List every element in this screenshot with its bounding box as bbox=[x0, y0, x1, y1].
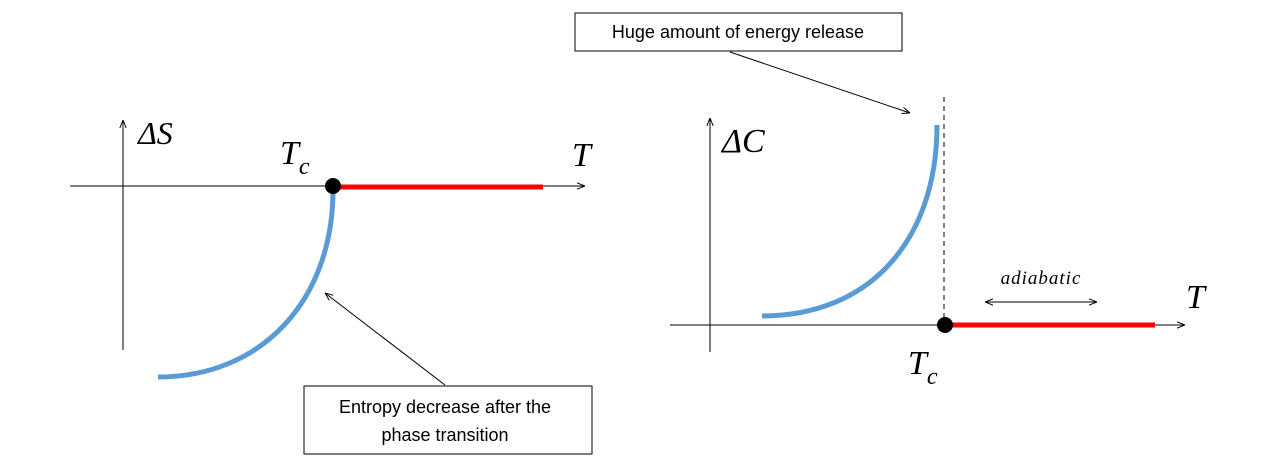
tc-main: T bbox=[280, 135, 301, 172]
callout-text: phase transition bbox=[381, 425, 508, 445]
critical-point bbox=[325, 178, 341, 194]
tc-main: T bbox=[908, 345, 929, 382]
entropy-panel: ΔS T Tc Entropy decrease after the phase… bbox=[70, 115, 593, 455]
tc-sub: c bbox=[299, 154, 310, 180]
heat-capacity-panel: ΔC T Tc adiabatic Huge amount of energy … bbox=[574, 12, 1207, 390]
callout-box bbox=[574, 12, 903, 52]
callout-box bbox=[303, 385, 593, 455]
callout-text: Huge amount of energy release bbox=[612, 22, 864, 42]
tc-label: Tc bbox=[280, 135, 310, 180]
blue-curve bbox=[157, 189, 336, 380]
callout-arrow bbox=[325, 293, 446, 386]
callout-arrow bbox=[729, 51, 910, 113]
critical-point bbox=[937, 317, 953, 333]
x-label: T bbox=[1186, 279, 1207, 316]
callout-text: Entropy decrease after the bbox=[339, 397, 551, 417]
x-label: T bbox=[572, 137, 593, 174]
tc-label: Tc bbox=[908, 345, 938, 390]
tc-sub: c bbox=[927, 364, 938, 390]
y-label: ΔS bbox=[136, 115, 173, 151]
region-label: adiabatic bbox=[1001, 268, 1082, 289]
blue-curve bbox=[761, 124, 940, 319]
y-label: ΔC bbox=[720, 123, 765, 160]
